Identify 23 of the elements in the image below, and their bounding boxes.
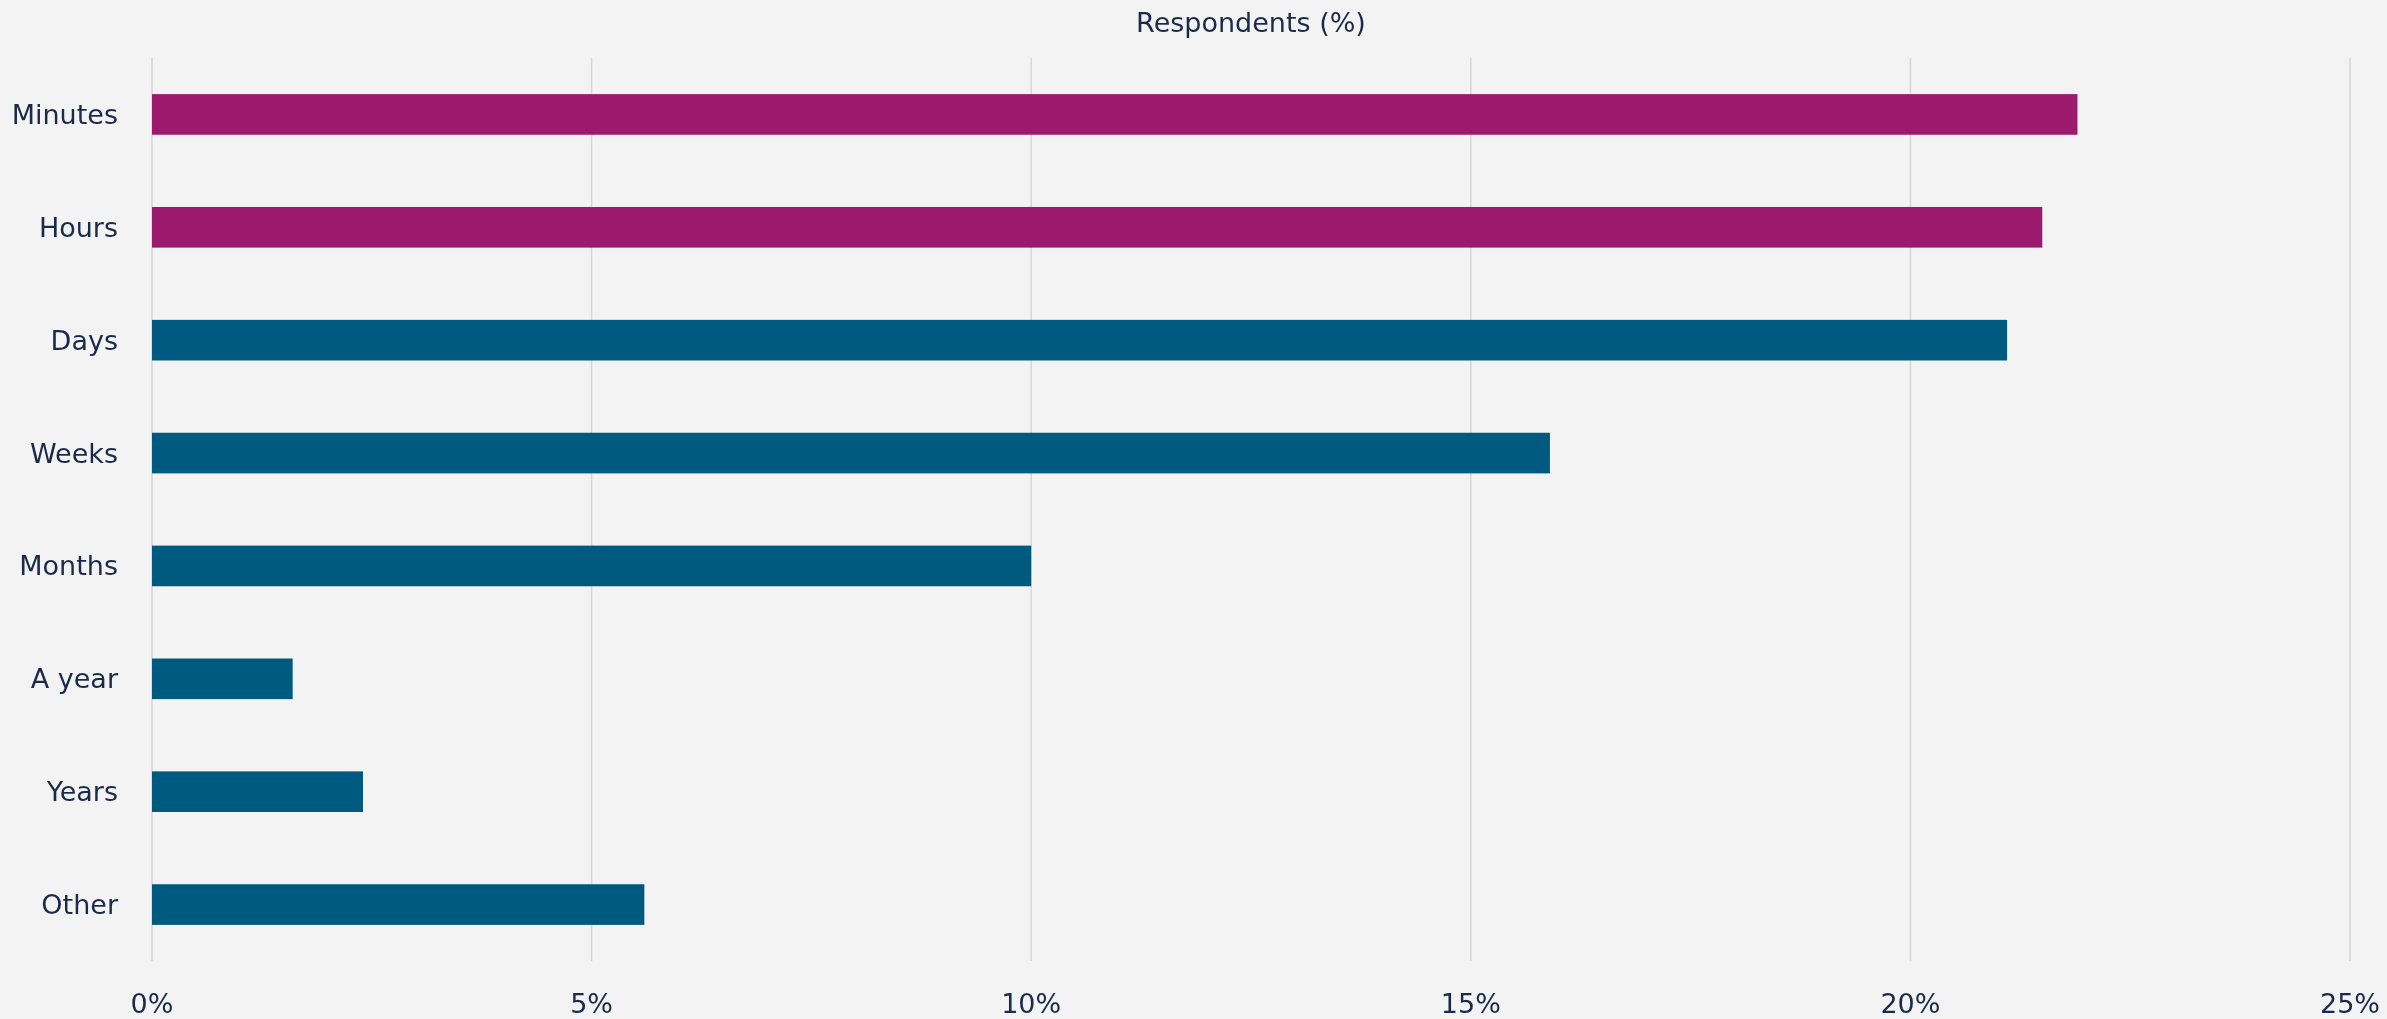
bar bbox=[152, 319, 2008, 361]
y-tick-label: A year bbox=[30, 663, 119, 695]
bar bbox=[152, 94, 2078, 135]
x-tick-label: 25% bbox=[2319, 988, 2381, 1019]
x-tick-label: 5% bbox=[570, 988, 614, 1019]
x-tick-label: 0% bbox=[130, 988, 174, 1019]
y-tick-label: Months bbox=[19, 550, 118, 582]
bar bbox=[152, 658, 293, 700]
x-tick-label: 15% bbox=[1440, 988, 1501, 1019]
y-tick-label: Days bbox=[50, 324, 118, 356]
y-tick-label: Weeks bbox=[29, 437, 118, 469]
y-tick-label: Hours bbox=[38, 211, 118, 243]
bar bbox=[152, 771, 364, 813]
x-axis-title: Respondents (%) bbox=[1136, 7, 1366, 38]
bar bbox=[152, 432, 1550, 474]
y-tick-label: Years bbox=[45, 776, 118, 808]
bar bbox=[152, 884, 645, 925]
x-tick-label: 20% bbox=[1880, 988, 1941, 1019]
bar bbox=[152, 545, 1032, 587]
x-tick-label: 10% bbox=[1001, 988, 1062, 1019]
y-tick-label: Other bbox=[41, 889, 119, 921]
y-tick-label: Minutes bbox=[11, 98, 118, 130]
bar bbox=[152, 207, 2043, 248]
